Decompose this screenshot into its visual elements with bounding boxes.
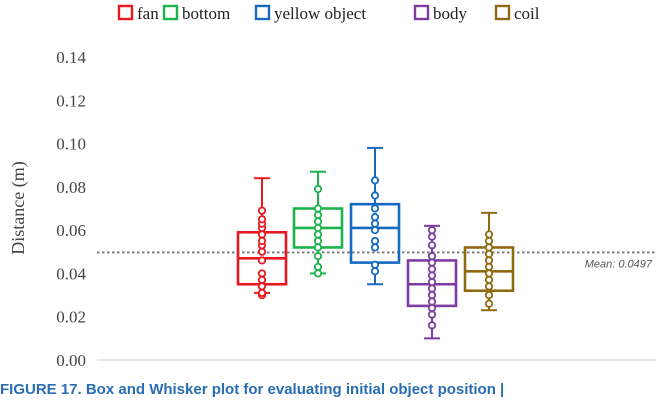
legend-swatch [162, 4, 179, 21]
legend-label: coil [514, 4, 540, 23]
figure-caption: FIGURE 17. Box and Whisker plot for eval… [0, 381, 505, 398]
data-point [257, 275, 267, 285]
box-bottom [292, 170, 344, 278]
legend-label: yellow object [274, 4, 366, 23]
legend-label: body [433, 4, 468, 23]
y-tick-label: 0.02 [56, 308, 86, 327]
data-point [484, 236, 494, 246]
data-point [427, 303, 437, 313]
data-point [370, 267, 380, 276]
data-point [257, 256, 267, 265]
data-point [370, 204, 380, 213]
data-point [257, 215, 267, 224]
data-point [427, 297, 437, 306]
y-tick-label: 0.14 [56, 48, 86, 67]
data-point [370, 176, 380, 185]
box-fan [236, 177, 288, 300]
data-point [370, 243, 380, 252]
data-point [313, 217, 323, 226]
legend-swatch [494, 4, 511, 21]
legend-label: bottom [182, 4, 230, 23]
data-point [257, 269, 267, 278]
data-point [484, 249, 494, 259]
data-point [370, 260, 380, 269]
box-yellow-object [349, 146, 401, 286]
data-point [257, 236, 267, 246]
data-point [427, 321, 437, 330]
y-tick-label: 0.08 [56, 178, 86, 197]
data-point [484, 256, 494, 265]
data-point [257, 230, 267, 239]
legend: fan bottom yellow object body coil [117, 4, 540, 23]
box-coil [463, 211, 515, 312]
data-point [313, 204, 323, 213]
data-point [257, 206, 267, 215]
y-tick-label: 0.00 [56, 351, 86, 370]
legend-swatch [117, 4, 134, 21]
data-point [370, 236, 380, 246]
data-point [427, 252, 437, 261]
mean-label: Mean: 0.0497 [585, 258, 653, 270]
data-point [484, 275, 494, 285]
data-point [427, 277, 437, 287]
boxes [236, 146, 515, 340]
y-tick-label: 0.10 [56, 135, 86, 154]
data-point [370, 219, 380, 228]
data-point [484, 290, 494, 300]
data-point [257, 247, 267, 256]
data-point [484, 299, 494, 308]
data-point [427, 226, 437, 235]
data-point [370, 226, 380, 235]
data-point [313, 252, 323, 261]
data-point [427, 258, 437, 267]
data-point [484, 269, 494, 278]
data-point [427, 310, 437, 319]
box-plot-chart: fan bottom yellow object body coil Distance … [8, 4, 656, 370]
data-point [313, 269, 323, 278]
legend-swatch [413, 4, 430, 21]
box-body [406, 224, 458, 340]
legend-label: fan [137, 4, 159, 23]
data-point [313, 184, 323, 194]
data-point [427, 271, 437, 280]
data-point [257, 288, 267, 298]
y-axis-title: Distance (m) [8, 161, 29, 254]
data-point [427, 241, 437, 250]
data-point [313, 210, 323, 220]
legend-swatch [254, 4, 271, 21]
data-point [427, 284, 437, 293]
y-tick-label: 0.06 [56, 221, 86, 240]
data-point [313, 223, 323, 233]
data-point [313, 262, 323, 272]
data-point [484, 230, 494, 239]
data-point [370, 213, 380, 222]
data-point [484, 282, 494, 291]
y-axis-ticks: 0.00 0.02 0.04 0.06 0.08 0.10 0.12 0.14 [56, 48, 86, 370]
y-tick-label: 0.12 [56, 91, 86, 110]
data-point [313, 230, 323, 239]
data-point [313, 236, 323, 246]
data-point [313, 243, 323, 252]
data-point [484, 262, 494, 272]
y-tick-label: 0.04 [56, 264, 86, 283]
mean-reference: Mean: 0.0497 [97, 251, 656, 270]
data-point [427, 290, 437, 300]
data-point [257, 282, 267, 291]
data-point [370, 191, 380, 200]
data-point [427, 232, 437, 241]
data-point [484, 243, 494, 252]
data-point [427, 264, 437, 274]
